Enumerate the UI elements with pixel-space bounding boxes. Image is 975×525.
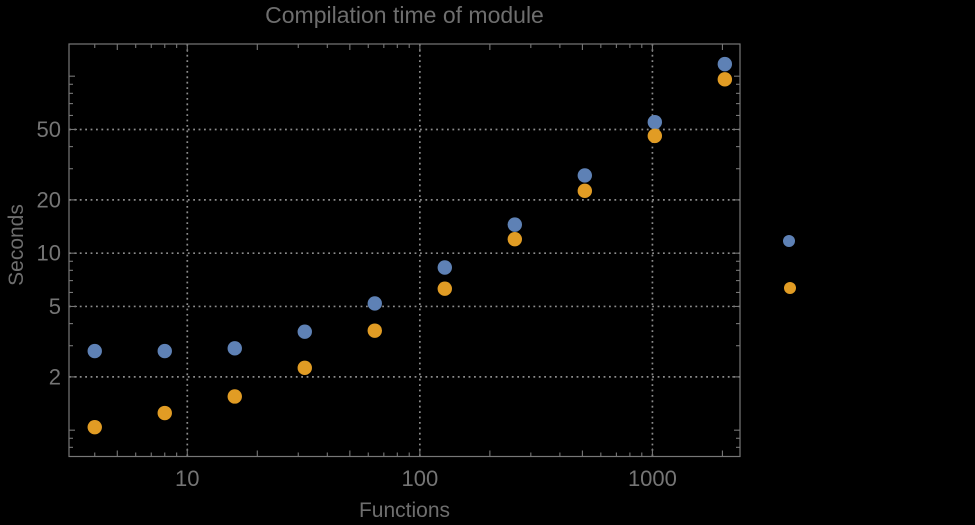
point-series-1-blue-x128 — [437, 260, 452, 275]
x-tick-label-10: 10 — [175, 466, 199, 491]
point-series-1-blue-x64 — [367, 296, 382, 311]
point-series-1-blue-x16 — [227, 341, 242, 356]
point-series-1-blue-x8 — [157, 343, 172, 359]
y-tick-label-20: 20 — [37, 187, 61, 212]
x-tick-label-100: 100 — [401, 466, 438, 491]
y-tick-label-2: 2 — [49, 364, 61, 389]
point-series-1-blue-x2048 — [717, 56, 733, 72]
point-series-1-blue-x256 — [507, 217, 522, 232]
y-tick-label-10: 10 — [37, 241, 61, 266]
point-series-2-orange-x2048 — [717, 72, 733, 87]
point-series-2-orange-x512 — [577, 183, 593, 199]
legend-marker-series-2-orange — [784, 282, 796, 294]
point-series-2-orange-x1024 — [647, 128, 663, 144]
point-series-1-blue-x32 — [297, 324, 312, 339]
x-axis-label: Functions — [358, 499, 451, 522]
chart-title: Compilation time of module — [265, 2, 544, 28]
point-series-2-orange-x256 — [507, 231, 522, 247]
x-tick-label-1000: 1000 — [628, 466, 677, 491]
point-series-1-blue-x4 — [87, 343, 102, 359]
y-tick-label-5: 5 — [49, 294, 61, 319]
y-tick-label-50: 50 — [37, 117, 61, 142]
point-series-1-blue-x512 — [577, 168, 593, 183]
plot-frame — [68, 43, 741, 458]
point-series-2-orange-x4 — [87, 419, 102, 435]
point-series-2-orange-x64 — [367, 323, 382, 338]
point-series-2-orange-x8 — [157, 405, 172, 421]
point-series-2-orange-x16 — [227, 389, 242, 404]
point-series-2-orange-x128 — [437, 281, 452, 296]
point-series-1-blue-x1024 — [647, 114, 663, 130]
point-series-2-orange-x32 — [297, 360, 312, 376]
legend-marker-series-1-blue — [783, 235, 795, 247]
